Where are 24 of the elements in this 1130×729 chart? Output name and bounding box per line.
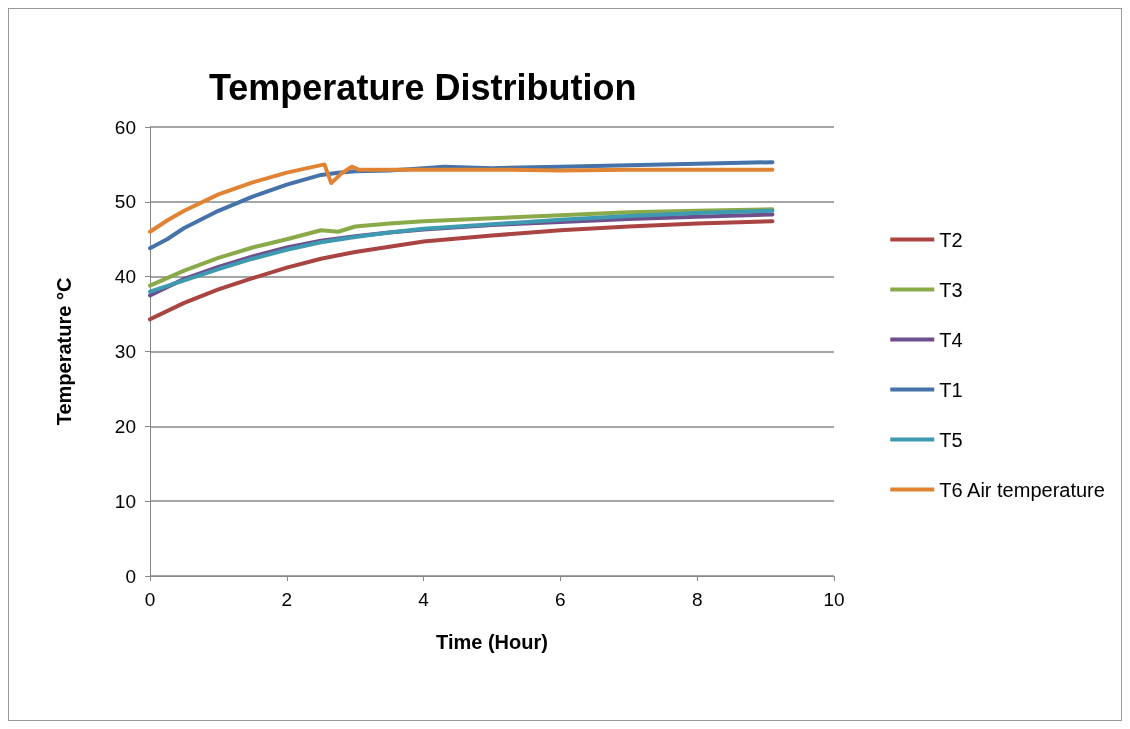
- chart-title: Temperature Distribution: [209, 66, 637, 108]
- y-tick-label: 20: [114, 415, 136, 437]
- x-axis-title: Time (Hour): [436, 631, 548, 653]
- x-tick-label: 10: [823, 589, 845, 610]
- y-axis-title: Temperature °C: [53, 277, 75, 426]
- legend-label: T1: [939, 378, 963, 401]
- y-tick-label: 30: [114, 341, 136, 362]
- legend-label: T5: [939, 428, 963, 451]
- line-series: [148, 219, 775, 322]
- x-tick-label: 8: [691, 589, 703, 610]
- legend-label: T2: [939, 228, 963, 251]
- y-tick-label: 40: [114, 266, 136, 288]
- legend-label: T4: [939, 328, 963, 351]
- legend-label: T3: [939, 278, 963, 301]
- y-tick-label: 0: [125, 565, 136, 587]
- x-tick-label: 6: [555, 589, 566, 610]
- y-tick-label: 10: [114, 490, 136, 512]
- line-series: [148, 162, 775, 234]
- y-tick-label: 50: [114, 191, 136, 213]
- x-tick-label: 2: [281, 589, 293, 610]
- x-tick-label: 0: [144, 589, 156, 610]
- legend-label: T6 Air temperature: [939, 478, 1105, 501]
- y-tick-label: 60: [114, 116, 136, 138]
- x-tick-label: 4: [418, 589, 430, 610]
